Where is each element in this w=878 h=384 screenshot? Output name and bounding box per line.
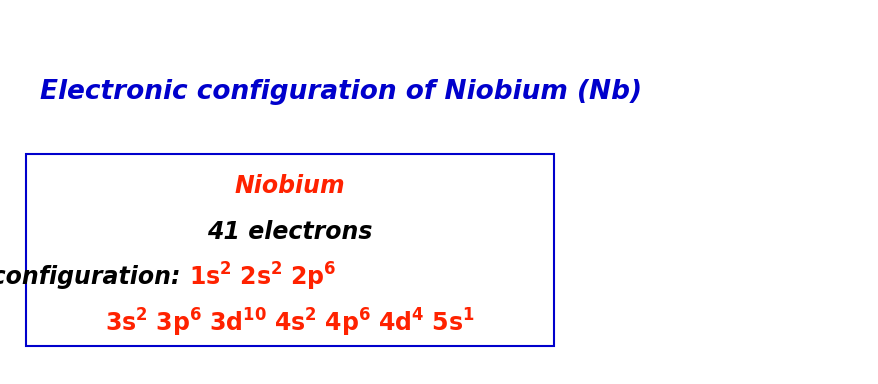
Text: $\mathbf{3s^2\ 3p^6\ 3d^{10}\ 4s^2\ 4p^6\ 4d^4\ 5s^1}$: $\mathbf{3s^2\ 3p^6\ 3d^{10}\ 4s^2\ 4p^6… [105,307,474,339]
Text: 41 electrons: 41 electrons [207,220,372,244]
Text: Niobium: Niobium [234,174,345,198]
Text: Electronic configuration:: Electronic configuration: [0,265,189,289]
Text: Electronic configuration of Niobium (Nb): Electronic configuration of Niobium (Nb) [40,79,641,105]
Text: $\mathbf{1s^2\ 2s^2\ 2p^6}$: $\mathbf{1s^2\ 2s^2\ 2p^6}$ [189,261,336,293]
